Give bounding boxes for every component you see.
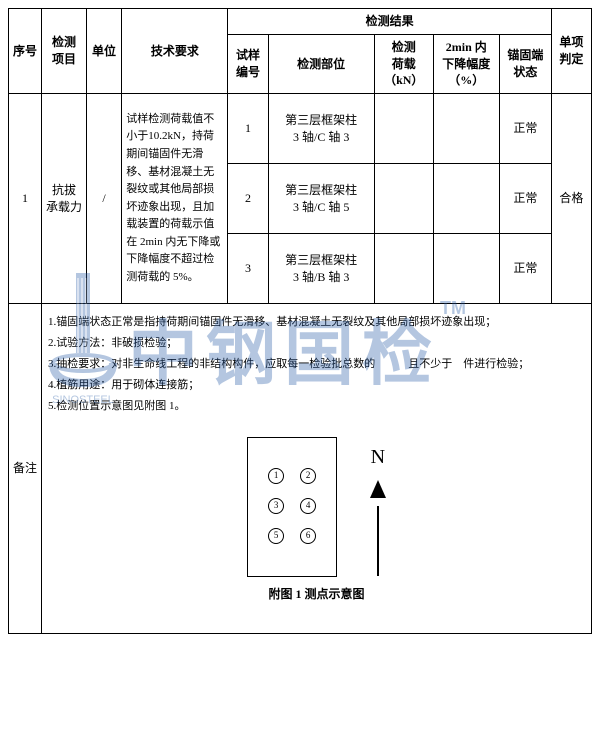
cell-load [374,164,433,234]
north-label: N [370,438,386,476]
table-row: 1 抗拔 承载力 / 试样检测荷载值不小于10.2kN，持荷期间锚固件无滑移、基… [9,94,592,164]
test-point: 5 [268,528,284,544]
cell-verdict: 合格 [551,94,591,304]
cell-anchor: 正常 [499,234,551,304]
cell-location: 第三层框架柱 3 轴/C 轴 3 [268,94,374,164]
cell-sample-no: 2 [228,164,268,234]
diagram-caption: 附图 1 测点示意图 [48,583,585,606]
dot-row: 1 2 [260,468,324,484]
col-anchor: 锚固端 状态 [499,34,551,93]
col-result-group: 检测结果 [228,9,551,35]
cell-anchor: 正常 [499,164,551,234]
col-seq: 序号 [9,9,42,94]
cell-sample-no: 3 [228,234,268,304]
cell-seq: 1 [9,94,42,304]
col-sample-no: 试样 编号 [228,34,268,93]
col-req: 技术要求 [122,9,228,94]
test-point: 6 [300,528,316,544]
notes-row: 备注 1.锚固端状态正常是指持荷期间锚固件无滑移、基材混凝土无裂纹及其他局部损坏… [9,304,592,634]
arrow-up-icon [370,480,386,498]
cell-drop [433,164,499,234]
dot-row: 3 4 [260,498,324,514]
cell-anchor: 正常 [499,94,551,164]
cell-drop [433,234,499,304]
dot-row: 5 6 [260,528,324,544]
cell-item: 抗拔 承载力 [42,94,87,304]
notes-cell: 1.锚固端状态正常是指持荷期间锚固件无滑移、基材混凝土无裂纹及其他局部损坏迹象出… [42,304,592,634]
note-line: 3.抽检要求：对非生命线工程的非结构构件，应取每一检验批总数的 且不少于 件进行… [48,354,585,375]
note-line: 5.检测位置示意图见附图 1。 [48,396,585,417]
note-line: 1.锚固端状态正常是指持荷期间锚固件无滑移、基材混凝土无裂纹及其他局部损坏迹象出… [48,312,585,333]
diagram-wrap: 1 2 3 4 5 6 [48,417,585,626]
notes-label: 备注 [9,304,42,634]
col-verdict: 单项 判定 [551,9,591,94]
arrow-stem [377,506,379,576]
col-location: 检测部位 [268,34,374,93]
cell-req: 试样检测荷载值不小于10.2kN，持荷期间锚固件无滑移、基材混凝土无裂纹或其他局… [122,94,228,304]
cell-location: 第三层框架柱 3 轴/C 轴 5 [268,164,374,234]
col-unit: 单位 [86,9,121,94]
note-line: 2.试验方法：非破损检验； [48,333,585,354]
test-point: 3 [268,498,284,514]
test-point: 2 [300,468,316,484]
note-line: 4.植筋用途：用于砌体连接筋； [48,375,585,396]
report-container: 中钢国检TM SINOSTEEL 序号 检测 项目 单位 [8,8,592,634]
col-drop: 2min 内 下降幅度 （%） [433,34,499,93]
cell-sample-no: 1 [228,94,268,164]
cell-drop [433,94,499,164]
diagram-box: 1 2 3 4 5 6 [247,437,337,577]
table-header-row-1: 序号 检测 项目 单位 技术要求 检测结果 单项 判定 [9,9,592,35]
cell-location: 第三层框架柱 3 轴/B 轴 3 [268,234,374,304]
col-load: 检测 荷载 （kN） [374,34,433,93]
test-point: 4 [300,498,316,514]
test-point: 1 [268,468,284,484]
cell-load [374,94,433,164]
north-indicator: N [370,438,386,576]
cell-unit: / [86,94,121,304]
col-item: 检测 项目 [42,9,87,94]
results-table: 序号 检测 项目 单位 技术要求 检测结果 单项 判定 试样 编号 检测部位 检… [8,8,592,634]
cell-load [374,234,433,304]
